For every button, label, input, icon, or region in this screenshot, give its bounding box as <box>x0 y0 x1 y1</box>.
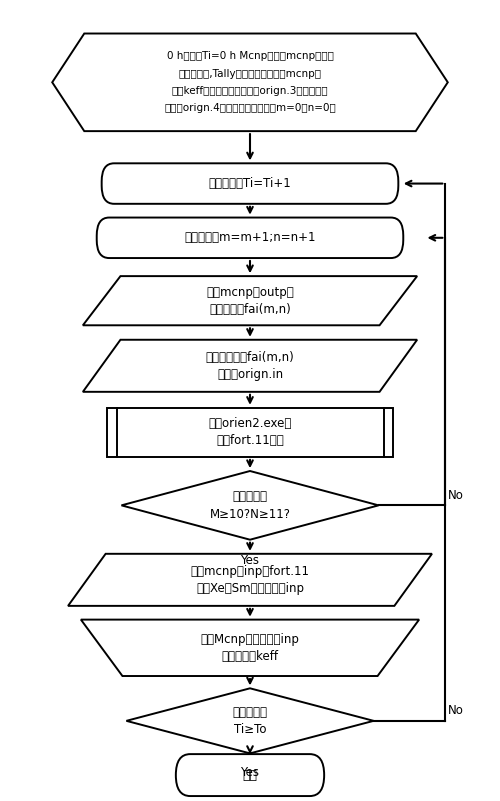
Text: 打开mcnp的outp，: 打开mcnp的outp， <box>206 285 294 299</box>
Polygon shape <box>83 276 417 325</box>
Bar <box>106 408 394 457</box>
Polygon shape <box>81 620 419 676</box>
Text: No: No <box>448 704 464 717</box>
FancyBboxPatch shape <box>96 218 404 258</box>
Text: 时间步长：: 时间步长： <box>232 706 268 718</box>
Text: 时刻的材料,Tally计数的方式。运行mcnp，: 时刻的材料,Tally计数的方式。运行mcnp， <box>178 69 322 78</box>
Text: 时间步长：Ti=Ti+1: 时间步长：Ti=Ti+1 <box>208 177 292 190</box>
Text: 把：Xe、Sm的浓度加入inp: 把：Xe、Sm的浓度加入inp <box>196 582 304 595</box>
Text: 空间步长：: 空间步长： <box>232 490 268 503</box>
Polygon shape <box>122 471 378 540</box>
Polygon shape <box>126 688 374 754</box>
Text: 从中读取：fai(m,n): 从中读取：fai(m,n) <box>209 303 291 316</box>
FancyBboxPatch shape <box>102 163 399 203</box>
Text: Yes: Yes <box>240 554 260 567</box>
Text: 运行orien2.exe，: 运行orien2.exe， <box>208 417 292 430</box>
Text: 生成fort.11文件: 生成fort.11文件 <box>216 434 284 448</box>
Text: 把开堆时间和fai(m,n): 把开堆时间和fai(m,n) <box>206 351 294 364</box>
Text: 记录keff，生成每个栅元截面orign.3，制作每个: 记录keff，生成每个栅元截面orign.3，制作每个 <box>172 86 328 96</box>
Polygon shape <box>68 553 432 606</box>
Text: 打开mcnp的inp，fort.11: 打开mcnp的inp，fort.11 <box>190 565 310 578</box>
Polygon shape <box>83 340 417 392</box>
Text: 结束: 结束 <box>242 769 258 782</box>
Text: Ti≥To: Ti≥To <box>234 723 266 736</box>
Text: 栅元的orign.4。节块标号初始化：m=0，n=0，: 栅元的orign.4。节块标号初始化：m=0，n=0， <box>164 103 336 114</box>
Text: 0 h时刻：Ti=0 h Mcnp：准备mcnp几何，: 0 h时刻：Ti=0 h Mcnp：准备mcnp几何， <box>166 51 334 62</box>
Text: Yes: Yes <box>240 767 260 779</box>
Text: 文件，记录keff: 文件，记录keff <box>222 650 278 663</box>
FancyBboxPatch shape <box>176 754 324 796</box>
Text: No: No <box>448 489 464 501</box>
Polygon shape <box>52 34 448 131</box>
Text: 运行Mcnp，生成新的inp: 运行Mcnp，生成新的inp <box>200 633 300 646</box>
Text: M≥10?N≥11?: M≥10?N≥11? <box>210 508 290 521</box>
Text: 空间步长：m=m+1;n=n+1: 空间步长：m=m+1;n=n+1 <box>184 231 316 244</box>
Text: 追加到orign.in: 追加到orign.in <box>217 368 283 381</box>
